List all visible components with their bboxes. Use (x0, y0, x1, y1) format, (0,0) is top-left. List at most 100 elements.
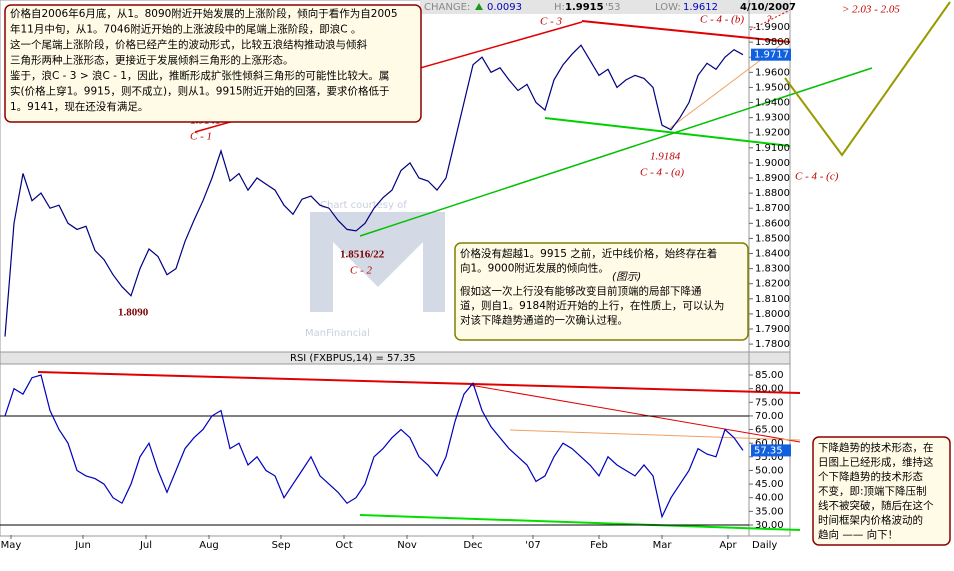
header-text: 1.9915 (565, 2, 604, 13)
header-text: LOW: (655, 2, 681, 13)
y-tick-label: 1.9500 (755, 82, 790, 93)
header-date: 4/10/2007 (740, 2, 796, 13)
note-line: 个下降趋势的技术形态 (818, 470, 923, 483)
y-tick-label: 75.00 (755, 397, 784, 408)
note-line: 这一个尾端上涨阶段，价格已经产生的波动形式，比较五浪结构推动浪与倾斜 (10, 38, 367, 51)
y-tick-label: 1.7800 (755, 339, 790, 350)
x-tick-label: Apr (719, 540, 737, 551)
y-tick-label: 1.9400 (755, 98, 790, 109)
header-strip (420, 0, 790, 14)
header-text: 0.0093 (487, 2, 522, 13)
note-line: 三角形两种上涨形态，更接近于发展倾斜三角形的上涨形态。 (10, 54, 294, 67)
y-tick-label: 40.00 (755, 493, 784, 504)
trend-lines (0, 1, 951, 531)
note-line: 向1。9000附近发展的倾向性。 (460, 262, 609, 275)
note-line: 时间框架内价格波动的 (818, 514, 923, 527)
last-value-badge (751, 444, 791, 457)
wave-label: C - 4 - (b) (700, 14, 744, 26)
x-tick-label: Aug (199, 540, 219, 551)
watermark: Chart courtesy of (320, 200, 407, 211)
y-tick-label: 1.9200 (755, 128, 790, 139)
x-tick-label: Jul (139, 540, 152, 551)
y-tick-label: 1.8200 (755, 279, 790, 290)
y-tick-label: 55.00 (755, 452, 784, 463)
wave-label: > 2.03 - 2.05 (842, 4, 900, 16)
y-tick-label: 1.8900 (755, 173, 790, 184)
note-box (812, 436, 951, 546)
header-text: H: (554, 2, 565, 13)
x-tick-label: May (1, 540, 22, 551)
x-tick-label: '07 (525, 540, 540, 551)
note-line: 对该下降趋势通道的一次确认过程。 (460, 314, 628, 327)
y-tick-label: 1.9100 (755, 143, 790, 154)
y-tick-label: 1.9000 (755, 158, 790, 169)
y-tick-label: 60.00 (755, 438, 784, 449)
y-tick-label: 30.00 (755, 520, 784, 531)
x-tick-label: Sep (272, 540, 291, 551)
note-line: 不变，即:顶端下降压制 (818, 485, 927, 498)
y-tick-label: 1.8800 (755, 188, 790, 199)
wave-label: 1.8090 (118, 307, 149, 319)
x-tick-label: Feb (590, 540, 608, 551)
header-text: 1.9612 (683, 2, 718, 13)
note-line: (图示) (612, 271, 641, 283)
x-tick-label: Oct (335, 540, 352, 551)
y-tick-label: 1.8400 (755, 249, 790, 260)
last-value-label: 1.9717 (754, 50, 789, 61)
y-tick-label: 1.8300 (755, 264, 790, 275)
note-line: 趋向 —— 向下！ (818, 528, 898, 541)
y-tick-label: 1.9300 (755, 113, 790, 124)
note-box (454, 242, 749, 341)
y-tick-label: 1.9800 (755, 37, 790, 48)
last-value-label: 57.35 (754, 445, 783, 456)
header-text: CHANGE: (424, 2, 470, 13)
note-line: 线不被突破，随后在这个 (818, 499, 934, 512)
y-tick-label: 1.8600 (755, 218, 790, 229)
note-line: 下降趋势的技术形态，在 (818, 441, 934, 454)
x-tick-label: Nov (397, 540, 417, 551)
wave-label: 1.8516/22 (340, 249, 385, 261)
x-axis-label: Daily (752, 540, 777, 551)
y-tick-label: 50.00 (755, 465, 784, 476)
y-tick-label: 1.8000 (755, 309, 790, 320)
wave-label: C - 4 - (c) (795, 171, 839, 183)
y-tick-label: 1.9600 (755, 67, 790, 78)
note-box (4, 4, 422, 123)
last-value-badge (751, 48, 791, 61)
y-tick-label: 35.00 (755, 506, 784, 517)
y-tick-label: 65.00 (755, 425, 784, 436)
note-line: 道，则自1。9184附近开始的上行，在性质上，可以认为 (460, 299, 724, 312)
x-tick-label: Jun (74, 540, 91, 551)
header-text: '53 (605, 2, 620, 13)
wave-label: C - 1 (190, 131, 212, 143)
wave-label: C - 2 (350, 265, 373, 277)
y-tick-label: 80.00 (755, 384, 784, 395)
watermark: ManFinancial (305, 328, 370, 339)
y-tick-label: 1.8100 (755, 294, 790, 305)
note-line: 价格没有超越1。9915 之前，近中线价格，始终存在着 (460, 247, 717, 260)
y-tick-label: 1.7900 (755, 324, 790, 335)
y-tick-label: 70.00 (755, 411, 784, 422)
rsi-title: RSI (FXBPUS,14) = 57.35 (290, 353, 416, 364)
note-line: 年11月中旬，从1。7046附近开始的上涨波段中的尾端上涨阶段，即浪C 。 (10, 23, 361, 36)
y-tick-label: 45.00 (755, 479, 784, 490)
series-line (4, 374, 744, 519)
wave-label: C - 3 (540, 16, 563, 28)
x-tick-label: Mar (653, 540, 673, 551)
note-line: 日图上已经形成，维持这 (818, 456, 934, 469)
wave-label: C - 4 - (a) (640, 167, 684, 179)
note-line: 假如这一次上行没有能够改变目前顶端的局部下降通 (460, 285, 702, 298)
wave-label: ? (766, 14, 772, 26)
y-tick-label: 1.8500 (755, 233, 790, 244)
wave-label: 1.9184 (650, 151, 681, 163)
series-line (4, 44, 744, 337)
y-tick-label: 1.9900 (755, 22, 790, 33)
note-line: 1。9141，现在还没有满足。 (10, 100, 148, 113)
note-line: 实(价格上穿1。9915，则不成立)，则从1。9915附近开始的回落，要求价格低… (10, 85, 390, 98)
note-line: 价格自2006年6月底，从1。8090附近开始发展的上涨阶段，倾向于看作为自20… (10, 7, 398, 20)
note-line: 鉴于，浪C - 3 > 浪C - 1，因此，推断形成扩张性倾斜三角形的可能性比较… (10, 69, 389, 82)
y-tick-label: 1.8700 (755, 203, 790, 214)
y-tick-label: 85.00 (755, 370, 784, 381)
watermark-logo (310, 212, 445, 312)
